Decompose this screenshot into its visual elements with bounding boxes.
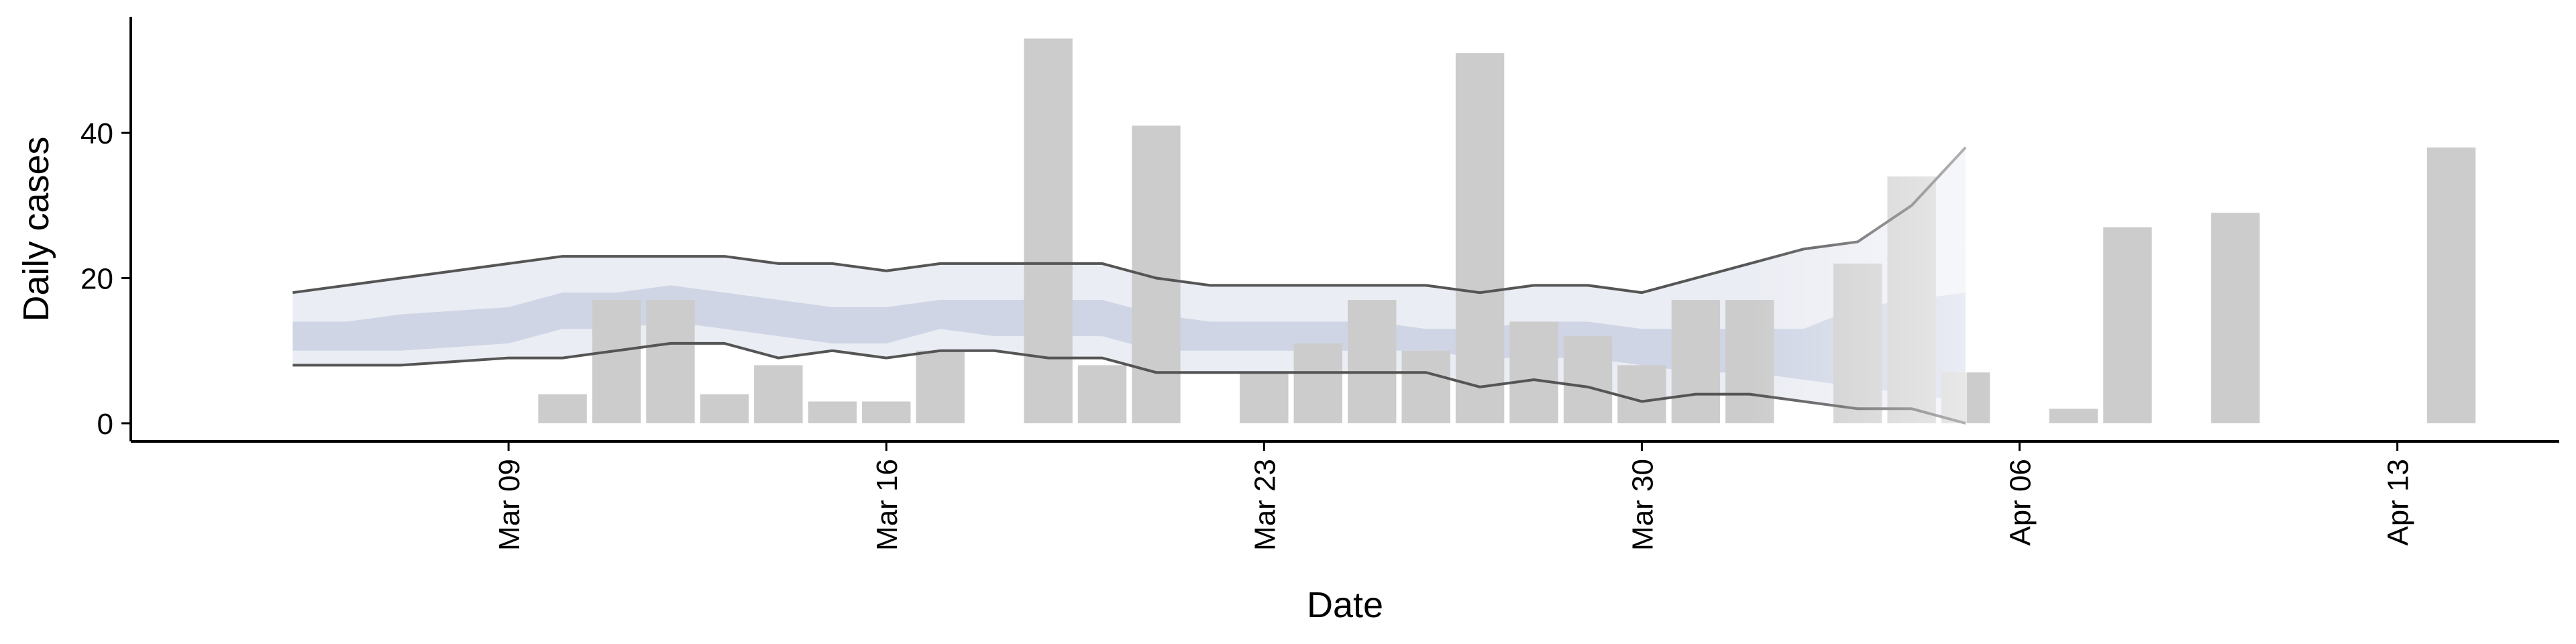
axes: Mar 09 Mar 16 Mar 23 Mar 30 Apr 06 Apr 13 0 20… [80,17,2559,551]
forecast-fade-overlay [1750,17,1968,426]
y-tick-label: 40 [80,117,113,150]
bar [1563,336,1613,423]
bar [1348,300,1397,423]
bar [2426,147,2476,423]
bar [754,365,803,423]
bar [2049,409,2098,423]
bar [592,300,641,423]
bar [2211,213,2260,423]
estimate-lines [292,146,1967,425]
bar [1240,372,1289,423]
bar [1671,300,1721,423]
x-tick-label: Mar 09 [493,459,526,551]
bar [1509,321,1558,423]
bar [808,401,857,423]
x-tick-label: Mar 30 [1626,459,1659,551]
y-tick-label: 0 [97,408,113,441]
bar [1077,365,1127,423]
bar [538,394,587,423]
bar [862,401,911,423]
x-axis-ticks: Mar 09 Mar 16 Mar 23 Mar 30 Apr 06 Apr 13 [493,441,2415,551]
upper-90-line [292,146,1967,294]
bar [1024,38,1073,423]
y-axis-ticks: 0 20 40 [80,117,131,441]
x-tick-label: Mar 23 [1248,459,1281,551]
x-axis-title: Date [1307,585,1383,625]
x-tick-label: Mar 16 [871,459,904,551]
y-axis-title: Daily cases [16,136,56,321]
x-tick-label: Apr 06 [2004,459,2037,546]
bar [1401,350,1450,423]
bar [1617,365,1666,423]
bar [1293,343,1342,423]
bar [1455,53,1505,423]
bar [916,350,965,423]
ribbon-50 [292,285,1966,402]
bar [700,394,749,423]
y-tick-label: 20 [80,263,113,296]
bar [2103,227,2152,423]
bar [646,300,695,423]
x-tick-label: Apr 13 [2382,459,2415,546]
lower-90-line [292,341,1966,425]
